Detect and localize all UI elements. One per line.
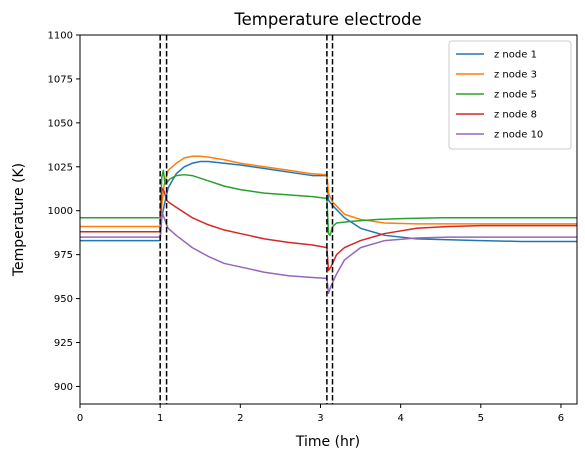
series-line-z-node-5 [80,169,577,237]
legend-box [448,40,572,150]
legend-label: z node 3 [494,70,537,81]
legend: z node 1 z node 3 z node 5 z node 8 z node 1… [448,40,572,150]
x-tick-label: 3 [317,413,323,424]
y-tick-label: 900 [54,382,73,393]
x-tick-label: 4 [397,413,403,424]
y-tick-label: 925 [54,338,73,349]
x-tick-label: 6 [558,413,564,424]
plot-area [80,35,577,404]
y-tick-label: 1100 [48,31,73,42]
x-tick-label: 5 [478,413,484,424]
chart-title: Temperature electrode [233,10,421,29]
legend-label: z node 5 [494,90,537,101]
x-axis-ticks: 0 1 2 3 4 5 6 [77,404,564,424]
y-tick-label: 1025 [48,162,73,173]
legend-label: z node 10 [494,130,543,141]
x-tick-label: 1 [157,413,163,424]
series-line-z-node-10 [80,211,577,295]
y-axis-label: Temperature (K) [11,163,27,277]
legend-label: z node 8 [494,110,537,121]
x-tick-label: 2 [237,413,243,424]
y-tick-label: 950 [54,294,73,305]
y-axis-ticks: 900 925 950 975 1000 1025 1050 1075 1100 [48,31,80,393]
legend-label: z node 1 [494,50,537,61]
y-tick-label: 1050 [48,118,73,129]
series-line-z-node-3 [80,155,577,228]
y-tick-label: 975 [54,250,73,261]
y-tick-label: 1075 [48,74,73,85]
x-tick-label: 0 [77,413,83,424]
y-tick-label: 1000 [48,206,73,217]
vertical-marker-lines [159,35,334,404]
x-axis-label: Time (hr) [295,434,360,450]
plot-frame [79,34,578,405]
